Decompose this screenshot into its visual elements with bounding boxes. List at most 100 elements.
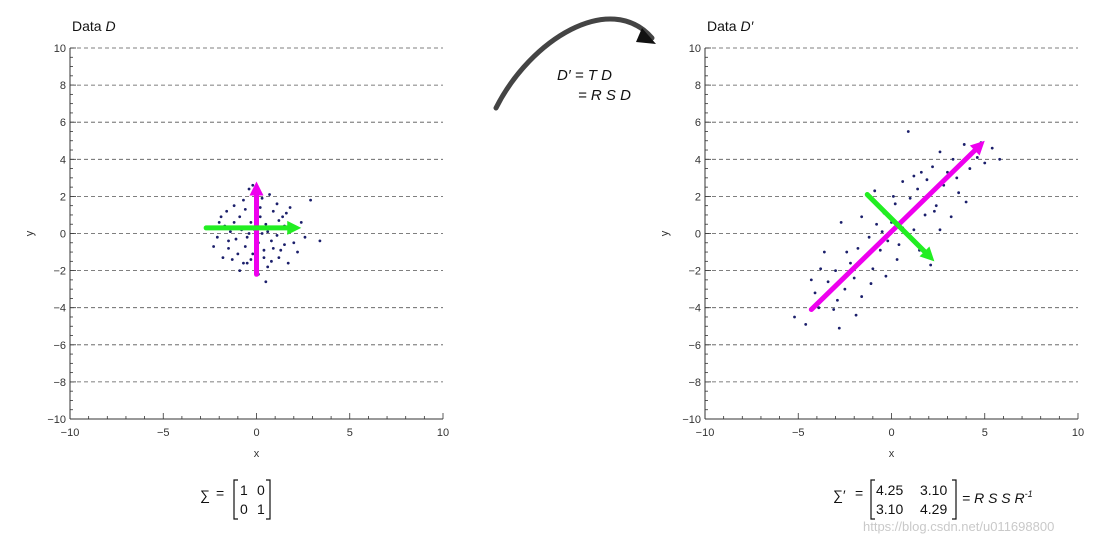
left-data-point xyxy=(236,252,240,256)
left-data-point xyxy=(230,258,234,261)
right-data-point xyxy=(990,146,994,150)
left-data-point xyxy=(247,232,251,235)
right-data-point xyxy=(873,189,877,193)
left-y-tick-label: 8 xyxy=(60,80,66,92)
left-scatter-chart: −10 −5 0 5 10 −10 −8 −6 −4 −2 0 2 4 6 8 10 x y xyxy=(24,43,449,460)
right-data-point xyxy=(968,167,972,170)
right-data-point xyxy=(886,239,890,243)
left-data-point xyxy=(245,235,249,239)
left-data-point xyxy=(283,243,286,247)
left-data-point xyxy=(221,256,225,260)
right-data-point xyxy=(826,280,830,284)
right-y-tick-label: −2 xyxy=(688,266,701,278)
right-matrix-cell-10: 3.10 xyxy=(876,501,903,517)
left-matrix-cell-00: 1 xyxy=(240,482,248,498)
left-data-point xyxy=(247,187,251,191)
right-data-point xyxy=(901,180,905,183)
left-data-point xyxy=(268,193,271,196)
right-data-point xyxy=(983,161,987,165)
right-minor-axis-arrow xyxy=(864,192,927,254)
right-x-axis-label: x xyxy=(889,448,895,460)
left-data-point xyxy=(281,215,285,219)
left-equals: = xyxy=(216,485,224,501)
right-data-point xyxy=(832,308,836,311)
right-data-point xyxy=(934,204,938,208)
left-data-point xyxy=(279,248,283,252)
left-x-tick-label: 5 xyxy=(347,427,353,439)
right-y-tick-label: 10 xyxy=(689,43,701,55)
right-data-point xyxy=(813,291,817,295)
left-y-tick-label: 2 xyxy=(60,191,66,203)
left-data-point xyxy=(249,258,253,261)
right-data-point xyxy=(880,230,884,234)
left-y-tick-label: 4 xyxy=(60,154,66,166)
right-data-point xyxy=(949,215,953,219)
left-data-point xyxy=(264,280,268,284)
right-data-point xyxy=(908,196,912,200)
right-x-tick-label: 0 xyxy=(888,427,894,439)
left-data-point xyxy=(277,219,281,222)
left-data-point xyxy=(232,204,236,208)
left-data-point xyxy=(245,261,249,265)
right-y-tick-label: 6 xyxy=(695,117,701,129)
right-data-point xyxy=(878,248,882,252)
right-y-tick-label: 2 xyxy=(695,191,701,203)
right-data-point xyxy=(860,215,864,219)
left-data-point xyxy=(238,215,242,219)
left-data-point xyxy=(284,211,288,215)
right-data-point xyxy=(895,258,899,261)
right-data-point xyxy=(875,222,878,226)
left-x-tick-label: −5 xyxy=(157,427,170,439)
left-data-point xyxy=(217,220,221,224)
right-equals: = xyxy=(855,485,863,501)
left-matrix-cell-10: 0 xyxy=(240,501,248,517)
right-data-point xyxy=(793,315,796,319)
left-data-point xyxy=(270,239,273,243)
left-data-point xyxy=(243,207,247,211)
left-chart-title: Data D xyxy=(72,18,116,34)
left-matrix-cell-11: 1 xyxy=(257,501,265,517)
transform-arrow xyxy=(493,16,655,111)
right-data-point xyxy=(849,261,852,265)
left-data-point xyxy=(232,220,236,224)
right-major-axis-arrowhead xyxy=(969,140,985,156)
right-bracket-open xyxy=(870,479,875,520)
right-y-tick-label: 4 xyxy=(695,154,701,166)
right-covariance: ∑′ = 4.25 3.10 3.10 4.29 = R S S R-1 xyxy=(833,479,1033,520)
right-data-point xyxy=(854,313,858,317)
left-data-point xyxy=(264,222,268,226)
left-y-tick-label: 0 xyxy=(60,229,66,241)
left-x-tick-label: −10 xyxy=(61,427,80,439)
transform-arrow-head xyxy=(636,28,656,44)
right-x-tick-label: −5 xyxy=(792,427,805,439)
right-data-point xyxy=(822,250,826,254)
left-data-point xyxy=(296,250,299,254)
right-data-point xyxy=(836,298,839,302)
left-data-point xyxy=(266,265,270,269)
right-matrix-cell-11: 4.29 xyxy=(920,501,947,517)
right-data-point xyxy=(860,295,864,298)
left-data-point xyxy=(271,209,275,213)
right-y-tick-label: 8 xyxy=(695,80,701,92)
left-matrix-cell-01: 0 xyxy=(257,482,265,498)
left-y-tick-label: 6 xyxy=(60,117,66,129)
right-y-tick-label: −4 xyxy=(688,303,701,315)
right-y-tick-label: −8 xyxy=(688,377,701,389)
right-data-point xyxy=(834,269,837,272)
right-data-point xyxy=(839,220,843,224)
left-data-point xyxy=(262,248,266,252)
right-chart-title: Data D′ xyxy=(707,18,755,34)
left-data-point xyxy=(258,215,262,219)
right-y-tick-label: −10 xyxy=(682,414,701,426)
left-data-point xyxy=(260,196,264,200)
right-data-point xyxy=(923,213,927,217)
right-data-point xyxy=(932,209,936,213)
right-data-point xyxy=(951,157,955,161)
right-data-point xyxy=(938,228,942,232)
left-bracket-close xyxy=(266,479,271,520)
left-y-tick-label: −4 xyxy=(53,303,66,315)
right-data-point xyxy=(919,170,923,174)
right-data-point xyxy=(998,157,1002,161)
left-data-point xyxy=(271,246,275,250)
left-x-axis-label: x xyxy=(254,448,260,460)
